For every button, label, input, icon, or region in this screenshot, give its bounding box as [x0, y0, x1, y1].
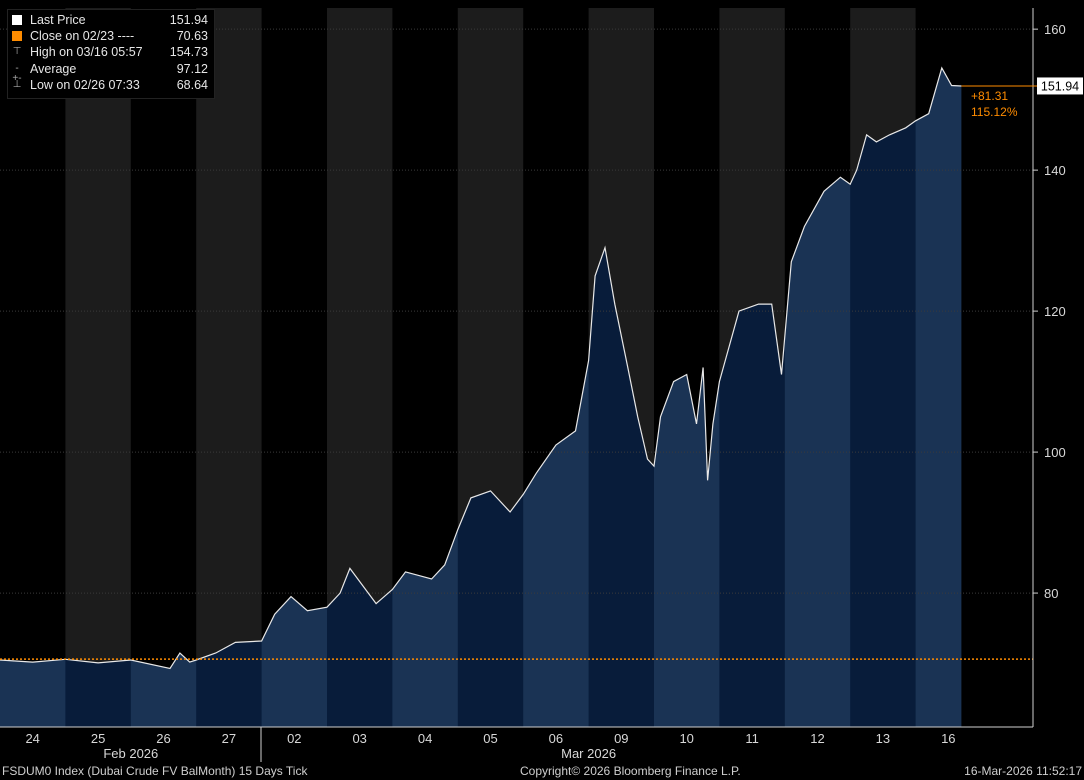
- grid-lines: [0, 28, 1033, 594]
- x-ticks: 24 25 26 27 02 03 04 05 06 09 10 11 12 13 16: [25, 731, 955, 746]
- legend-value: 154.73: [169, 45, 208, 59]
- legend-row-last-price: Last Price 151.94: [8, 13, 214, 29]
- footer-copyright: Copyright© 2026 Bloomberg Finance L.P.: [520, 764, 741, 778]
- y-tick-label-80: 80: [1044, 586, 1058, 601]
- average-marker-icon: -+-: [12, 63, 22, 84]
- x-tick-label-27: 27: [222, 731, 236, 746]
- area-fill-12: [784, 67, 851, 727]
- change-percent: 115.12%: [971, 105, 1018, 119]
- last-price-tag: 151.94: [1037, 77, 1083, 95]
- day-band-25: [65, 8, 131, 727]
- area-fill-06: [523, 67, 590, 727]
- area-fill-02: [261, 67, 328, 727]
- area-fill-04: [392, 67, 459, 727]
- footer-timestamp: 16-Mar-2026 11:52:17: [964, 764, 1082, 778]
- legend-label: Last Price: [30, 13, 86, 27]
- x-tick-label-26: 26: [156, 731, 170, 746]
- x-tick-label-12: 12: [810, 731, 824, 746]
- legend-row-high: ⊤ High on 03/16 05:57 154.73: [8, 45, 214, 61]
- month-label: Mar 2026: [561, 746, 616, 761]
- x-tick-label-11: 11: [745, 731, 759, 746]
- y-tick-label-100: 100: [1044, 445, 1066, 460]
- area-fill-26: [130, 67, 197, 727]
- legend-label: Average: [30, 62, 77, 76]
- x-tick-label-16: 16: [941, 731, 955, 746]
- y-tick-label-160: 160: [1044, 22, 1066, 37]
- legend-value: 151.94: [169, 13, 208, 27]
- x-tick-label-10: 10: [679, 731, 693, 746]
- square-marker-icon: [12, 31, 22, 41]
- legend-value: 70.63: [176, 29, 208, 43]
- area-fill-16: [915, 67, 962, 727]
- x-tick-label-02: 02: [287, 731, 301, 746]
- x-tick-label-06: 06: [549, 731, 563, 746]
- high-marker-icon: ⊤: [12, 46, 22, 57]
- legend-value: 97.12: [176, 62, 208, 76]
- day-band-27: [196, 8, 262, 727]
- low-marker-icon: ⊥: [12, 79, 22, 90]
- last-price-tag-text: 151.94: [1041, 79, 1079, 93]
- y-ticks: 80 100 120 140 160: [1033, 22, 1066, 601]
- area-fill-10: [654, 67, 720, 727]
- y-tick-label-140: 140: [1044, 163, 1066, 178]
- legend-row-average: -+- Average 97.12: [8, 62, 214, 84]
- x-tick-label-13: 13: [876, 731, 890, 746]
- change-absolute: +81.31: [971, 89, 1008, 103]
- legend-value: 68.64: [176, 78, 208, 92]
- area-fill-13: [850, 67, 917, 727]
- x-tick-label-24: 24: [25, 731, 39, 746]
- x-tick-label-03: 03: [352, 731, 366, 746]
- month-label: Feb 2026: [103, 746, 158, 761]
- x-tick-label-09: 09: [614, 731, 628, 746]
- price-line: [0, 66, 962, 670]
- legend-label: Low on 02/26 07:33: [30, 78, 140, 92]
- y-tick-label-120: 120: [1044, 304, 1066, 319]
- legend-label: Close on 02/23 ----: [30, 29, 135, 43]
- legend-row-low: ⊥ Low on 02/26 07:33 68.64: [8, 78, 214, 94]
- legend: Last Price 151.94 Close on 02/23 ---- 70…: [7, 9, 215, 99]
- legend-label: High on 03/16 05:57: [30, 45, 143, 59]
- x-tick-label-25: 25: [91, 731, 105, 746]
- footer-ticker: FSDUM0 Index (Dubai Crude FV BalMonth) 1…: [2, 764, 308, 778]
- legend-row-close: Close on 02/23 ---- 70.63: [8, 29, 214, 45]
- area-fill-24: [0, 67, 66, 727]
- x-tick-label-05: 05: [483, 731, 497, 746]
- square-marker-icon: [12, 15, 22, 25]
- month-labels: Feb 2026 Mar 2026: [103, 746, 616, 761]
- x-tick-label-04: 04: [418, 731, 432, 746]
